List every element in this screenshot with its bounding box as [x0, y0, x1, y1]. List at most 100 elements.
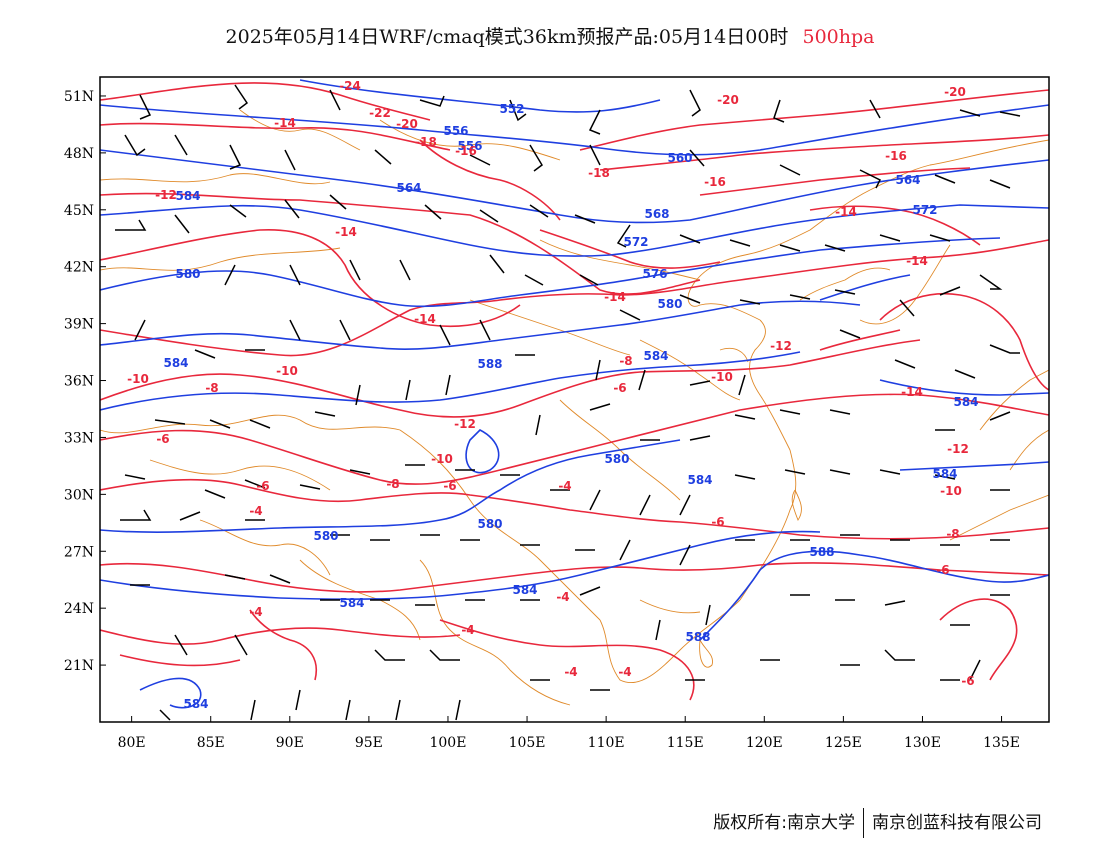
height-contour-label: 568	[644, 207, 669, 221]
isotherm-label: -20	[944, 85, 966, 99]
isotherm-label: -20	[396, 117, 418, 131]
height-contour-label: 580	[175, 267, 200, 281]
isotherm-label: -16	[704, 175, 726, 189]
lat-tick-label: 48N	[64, 146, 94, 162]
isotherm-label: -6	[613, 381, 626, 395]
lon-tick-label: 115E	[667, 735, 704, 751]
height-contour-label: 584	[643, 349, 668, 363]
lat-tick-label: 36N	[64, 374, 94, 390]
lon-tick-label: 125E	[825, 735, 862, 751]
isotherm-label: -18	[415, 135, 437, 149]
isotherm-layer	[100, 82, 1049, 701]
height-contour-label: 556	[443, 124, 468, 138]
lat-tick-label: 42N	[64, 260, 94, 276]
plot-frame	[99, 76, 1050, 723]
isotherm-label: -14	[335, 225, 357, 239]
title-main: 2025年05月14日WRF/cmaq模式36km预报产品:05月14日00时	[225, 26, 789, 48]
lat-tick-label: 51N	[64, 89, 94, 105]
isotherm-label: -12	[454, 417, 476, 431]
lon-tick-label: 130E	[904, 735, 941, 751]
isotherm-label: -6	[156, 432, 169, 446]
isotherm-label: -10	[127, 372, 149, 386]
isotherm-label: -4	[461, 623, 474, 637]
latitude-axis: 51N 48N 45N 42N 39N 36N 33N 30N 27N 24N 21N	[64, 89, 106, 674]
footer-left: 版权所有:南京大学	[713, 813, 855, 833]
height-contour-label: 564	[895, 173, 920, 187]
isotherm-label: -20	[717, 93, 739, 107]
isotherm-label: -4	[558, 479, 571, 493]
lon-tick-label: 100E	[429, 735, 466, 751]
isotherm-label: -10	[431, 452, 453, 466]
longitude-axis: 80E 85E 90E 95E 100E 105E 110E 115E 120E 125E 130E…	[118, 716, 1020, 751]
isotherm-label: -6	[256, 479, 269, 493]
height-contour-label: 584	[175, 189, 200, 203]
isotherm-label: -12	[947, 442, 969, 456]
wind-barb-layer	[115, 84, 1021, 721]
isotherm-label: -8	[205, 381, 218, 395]
height-contour-label: 580	[477, 517, 502, 531]
isotherm-label: -24	[339, 79, 361, 93]
isotherm-label: -12	[770, 339, 792, 353]
isotherm-label: -6	[936, 563, 949, 577]
isotherm-label: -4	[556, 590, 569, 604]
height-contour-label: 580	[313, 529, 338, 543]
isotherm-label: -14	[274, 116, 296, 130]
title-level: 500hpa	[802, 26, 875, 48]
footer-right: 南京创蓝科技有限公司	[872, 813, 1042, 833]
isotherm-label: -10	[711, 370, 733, 384]
coastline-layer	[100, 109, 1049, 706]
isotherm-label: -14	[901, 385, 923, 399]
isotherm-label: -22	[369, 106, 391, 120]
lon-tick-label: 95E	[355, 735, 383, 751]
isotherm-label: -14	[604, 290, 626, 304]
map-title: 2025年05月14日WRF/cmaq模式36km预报产品:05月14日00时 …	[0, 22, 1100, 49]
isotherm-label: -16	[455, 144, 477, 158]
isotherm-label: -4	[249, 504, 262, 518]
lat-tick-label: 33N	[64, 430, 94, 446]
lon-tick-label: 80E	[118, 735, 146, 751]
lon-tick-label: 90E	[276, 735, 304, 751]
lon-tick-label: 135E	[983, 735, 1020, 751]
isotherm-label: -6	[711, 515, 724, 529]
isotherm-label: -12	[155, 188, 177, 202]
isotherm-label: -4	[564, 665, 577, 679]
lat-tick-label: 27N	[64, 544, 94, 560]
height-contour-label: 576	[642, 267, 667, 281]
height-contour-label: 584	[163, 356, 188, 370]
height-contour-label: 564	[396, 181, 421, 195]
isotherm-label: -4	[249, 605, 262, 619]
height-contour-label: 584	[339, 596, 364, 610]
isotherm-label: -10	[940, 484, 962, 498]
isotherm-label: -14	[414, 312, 436, 326]
height-label-layer: 552 556 560 564 568 572 576 580 584 588 556 564 572 5…	[163, 102, 978, 711]
height-contour-label: 588	[809, 545, 834, 559]
isotherm-label: -8	[619, 354, 632, 368]
height-contour-label: 584	[512, 583, 537, 597]
isotherm-label: -6	[961, 674, 974, 688]
height-contour-label: 584	[183, 697, 208, 711]
height-contour-label: 580	[657, 297, 682, 311]
temperature-label-layer: -24 -22 -20 -20 -20 -18 -18 -16 -16 -16 -14 -14 -14 -…	[127, 79, 975, 688]
height-contour-label: 560	[667, 151, 692, 165]
height-contour-label: 584	[687, 473, 712, 487]
isotherm-label: -18	[588, 166, 610, 180]
lat-tick-label: 21N	[64, 658, 94, 674]
isotherm-label: -10	[276, 364, 298, 378]
height-contour-label: 584	[953, 395, 978, 409]
isotherm-label: -6	[443, 479, 456, 493]
height-contour-label: 588	[685, 630, 710, 644]
height-contour-layer	[100, 79, 1049, 709]
isotherm-label: -14	[835, 205, 857, 219]
isotherm-label: -16	[885, 149, 907, 163]
footer-separator	[863, 808, 864, 838]
lon-tick-label: 85E	[197, 735, 225, 751]
height-contour-label: 584	[932, 467, 957, 481]
lat-tick-label: 30N	[64, 487, 94, 503]
isotherm-label: -4	[618, 665, 631, 679]
lon-tick-label: 110E	[588, 735, 625, 751]
lat-tick-label: 45N	[64, 203, 94, 219]
isotherm-label: -14	[906, 254, 928, 268]
copyright-footer: 版权所有:南京大学 南京创蓝科技有限公司	[713, 808, 1042, 838]
height-contour-label: 580	[604, 452, 629, 466]
